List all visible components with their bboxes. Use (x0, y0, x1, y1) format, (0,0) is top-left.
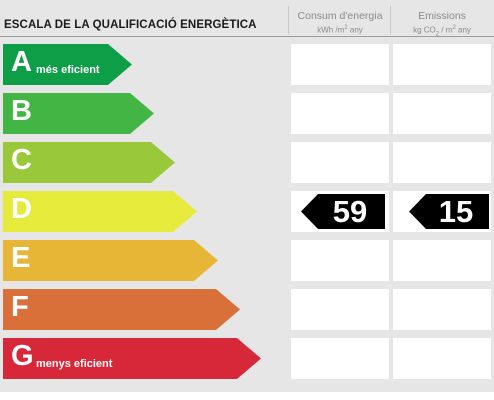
rating-note: més eficient (36, 64, 100, 76)
consumption-cell (291, 142, 389, 183)
arrow-shape (3, 289, 240, 330)
emissions-header: Emissions kg CO2 / m2 any (392, 9, 492, 40)
scale-title: ESCALA DE LA QUALIFICACIÓ ENERGÈTICA (4, 19, 257, 31)
badge-arrow-shape (409, 194, 489, 229)
emissions-cell (393, 142, 491, 183)
consumption-cell (291, 338, 389, 379)
consumption-value: 59 (332, 194, 368, 229)
rating-row-f: F (0, 289, 494, 330)
rating-letter: E (11, 242, 31, 274)
emissions-unit: kg CO2 / m2 any (413, 25, 471, 38)
rating-arrow-e: E (3, 240, 218, 281)
emissions-label: Emissions (418, 10, 466, 22)
emissions-cell (393, 44, 491, 85)
rating-letter: B (11, 95, 32, 127)
emissions-cell (393, 289, 491, 330)
rating-letter: G (11, 340, 34, 372)
consumption-cell: 59 (291, 191, 389, 232)
rating-letter: F (11, 291, 29, 323)
arrow-shape (3, 93, 154, 134)
consumption-cell (291, 240, 389, 281)
rating-arrow-d: D (3, 191, 197, 232)
arrow-shape (3, 44, 132, 85)
consumption-label: Consum d'energia (297, 10, 383, 22)
rating-letter: D (11, 193, 32, 225)
emissions-cell (393, 240, 491, 281)
rating-arrow-f: F (3, 289, 240, 330)
arrow-shape (3, 338, 261, 379)
rating-note: menys eficient (36, 358, 113, 370)
rating-arrow-b: B (3, 93, 154, 134)
header-rule (0, 36, 494, 37)
arrow-shape (3, 142, 175, 183)
rating-letter: C (11, 144, 32, 176)
consumption-unit: kWh /m2 any (317, 25, 363, 35)
emissions-cell: 15 (393, 191, 491, 232)
rating-row-c: C (0, 142, 494, 183)
emissions-value: 15 (438, 194, 474, 229)
header-divider (390, 6, 391, 34)
emissions-badge: 15 (409, 194, 489, 229)
consumption-cell (291, 44, 389, 85)
rating-row-b: B (0, 93, 494, 134)
consumption-cell (291, 93, 389, 134)
arrow-shape (3, 191, 197, 232)
consumption-badge: 59 (301, 194, 385, 229)
arrow-shape (3, 240, 218, 281)
emissions-cell (393, 338, 491, 379)
emissions-cell (393, 93, 491, 134)
consumption-cell (291, 289, 389, 330)
badge-arrow-shape (301, 194, 385, 229)
rating-letter: A (11, 46, 32, 78)
rating-row-d: D 59 15 (0, 191, 494, 232)
consumption-header: Consum d'energia kWh /m2 any (290, 9, 390, 36)
rating-row-e: E (0, 240, 494, 281)
header-divider (288, 6, 289, 34)
rating-arrow-c: C (3, 142, 175, 183)
